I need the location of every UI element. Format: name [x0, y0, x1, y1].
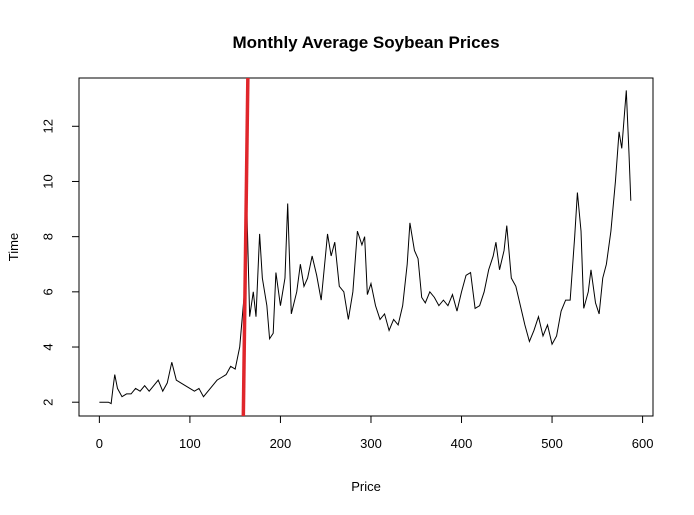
- x-tick-label: 200: [270, 436, 292, 451]
- plot-frame: [78, 77, 654, 417]
- x-axis-label: Price: [351, 479, 381, 494]
- x-tick-label: 600: [632, 436, 654, 451]
- x-tick-label: 0: [96, 436, 103, 451]
- x-tick-label: 500: [541, 436, 563, 451]
- y-tick-label: 12: [40, 119, 55, 133]
- y-tick-label: 8: [40, 233, 55, 240]
- chart-title: Monthly Average Soybean Prices: [232, 33, 499, 52]
- x-tick-label: 100: [179, 436, 201, 451]
- y-tick-label: 4: [40, 343, 55, 350]
- x-tick-label: 400: [451, 436, 473, 451]
- reference-line: [241, 77, 250, 417]
- y-tick-label: 6: [40, 288, 55, 295]
- y-tick-label: 2: [40, 399, 55, 406]
- x-tick-label: 300: [360, 436, 382, 451]
- y-tick-label: 10: [40, 174, 55, 188]
- data-line: [99, 90, 632, 405]
- y-axis-label: Time: [6, 233, 21, 261]
